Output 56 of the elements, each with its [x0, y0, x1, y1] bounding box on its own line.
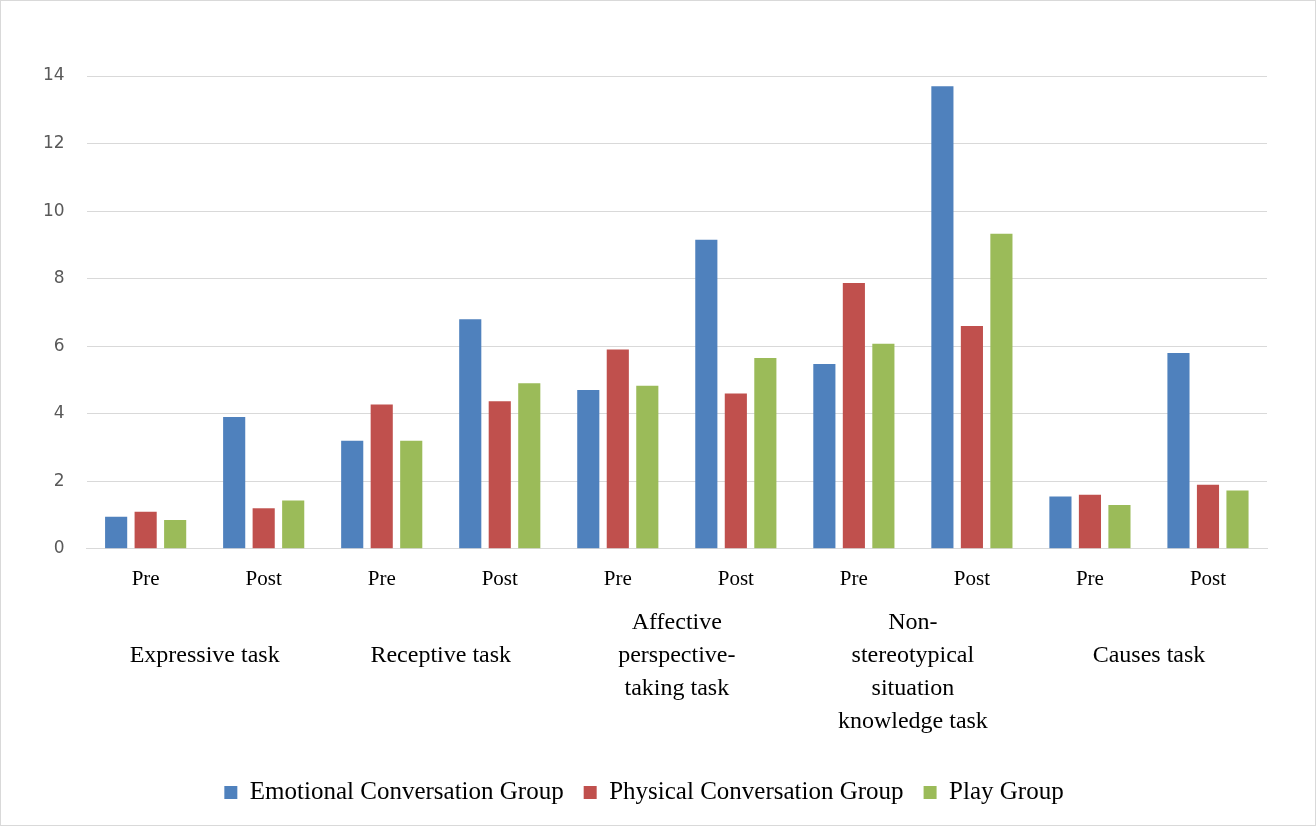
- bar: [724, 393, 747, 549]
- bar: [252, 508, 275, 549]
- x-tick-label: Post: [953, 565, 991, 590]
- bar: [1196, 484, 1220, 549]
- y-tick-label: 2: [53, 469, 65, 490]
- x-tick-label: Post: [245, 565, 282, 590]
- legend-label: Physical Conversation Group: [609, 777, 904, 805]
- x-tick-label: Pre: [839, 565, 868, 590]
- y-tick-label: 14: [42, 64, 65, 85]
- y-tick-label: 10: [42, 199, 65, 220]
- bar: [606, 349, 629, 549]
- bar: [990, 233, 1013, 549]
- bar: [459, 319, 482, 549]
- y-tick-label: 8: [53, 267, 65, 288]
- x-tick-label: Pre: [367, 565, 396, 590]
- bar: [636, 385, 659, 549]
- bar: [1167, 352, 1190, 549]
- bar: [370, 404, 393, 549]
- bar: [577, 390, 600, 549]
- x-tick-label: Post: [1189, 565, 1227, 590]
- y-tick-label: 6: [53, 334, 65, 355]
- y-tick-label: 4: [53, 402, 65, 423]
- bar: [813, 364, 836, 549]
- bar: [488, 401, 511, 549]
- x-tick-label: Post: [481, 565, 519, 590]
- bar: [960, 325, 983, 549]
- bar: [164, 520, 187, 549]
- x-tick-label: Post: [717, 565, 755, 590]
- x-tick-label: Pre: [603, 565, 632, 590]
- bar: [931, 86, 954, 549]
- bar: [1049, 496, 1072, 549]
- bar: [134, 511, 157, 549]
- bar: [754, 357, 777, 549]
- bar: [872, 343, 895, 549]
- x-tick-label: Pre: [131, 565, 160, 590]
- text: Affective perspective-taking task: [618, 608, 736, 701]
- bar: [518, 383, 541, 549]
- text: Receptive task: [370, 641, 512, 668]
- legend-label: Emotional Conversation Group: [249, 777, 564, 805]
- text: Non-stereotypical situation knowledge task: [837, 608, 988, 734]
- legend-label: Play Group: [949, 777, 1064, 805]
- bar: [400, 440, 423, 549]
- bar: [1108, 504, 1131, 549]
- bar: [842, 283, 865, 549]
- bar: [223, 417, 246, 549]
- y-tick-label: 0: [53, 537, 65, 558]
- bar: [1226, 490, 1249, 549]
- text: Causes task: [1092, 641, 1206, 668]
- bar: [105, 516, 128, 549]
- bar: [1078, 494, 1102, 549]
- bar: [341, 440, 364, 549]
- y-tick-label: 12: [42, 131, 65, 152]
- x-tick-label: Pre: [1075, 565, 1104, 590]
- bar: [282, 500, 305, 549]
- text: Expressive task: [129, 641, 280, 668]
- bar: [695, 239, 718, 549]
